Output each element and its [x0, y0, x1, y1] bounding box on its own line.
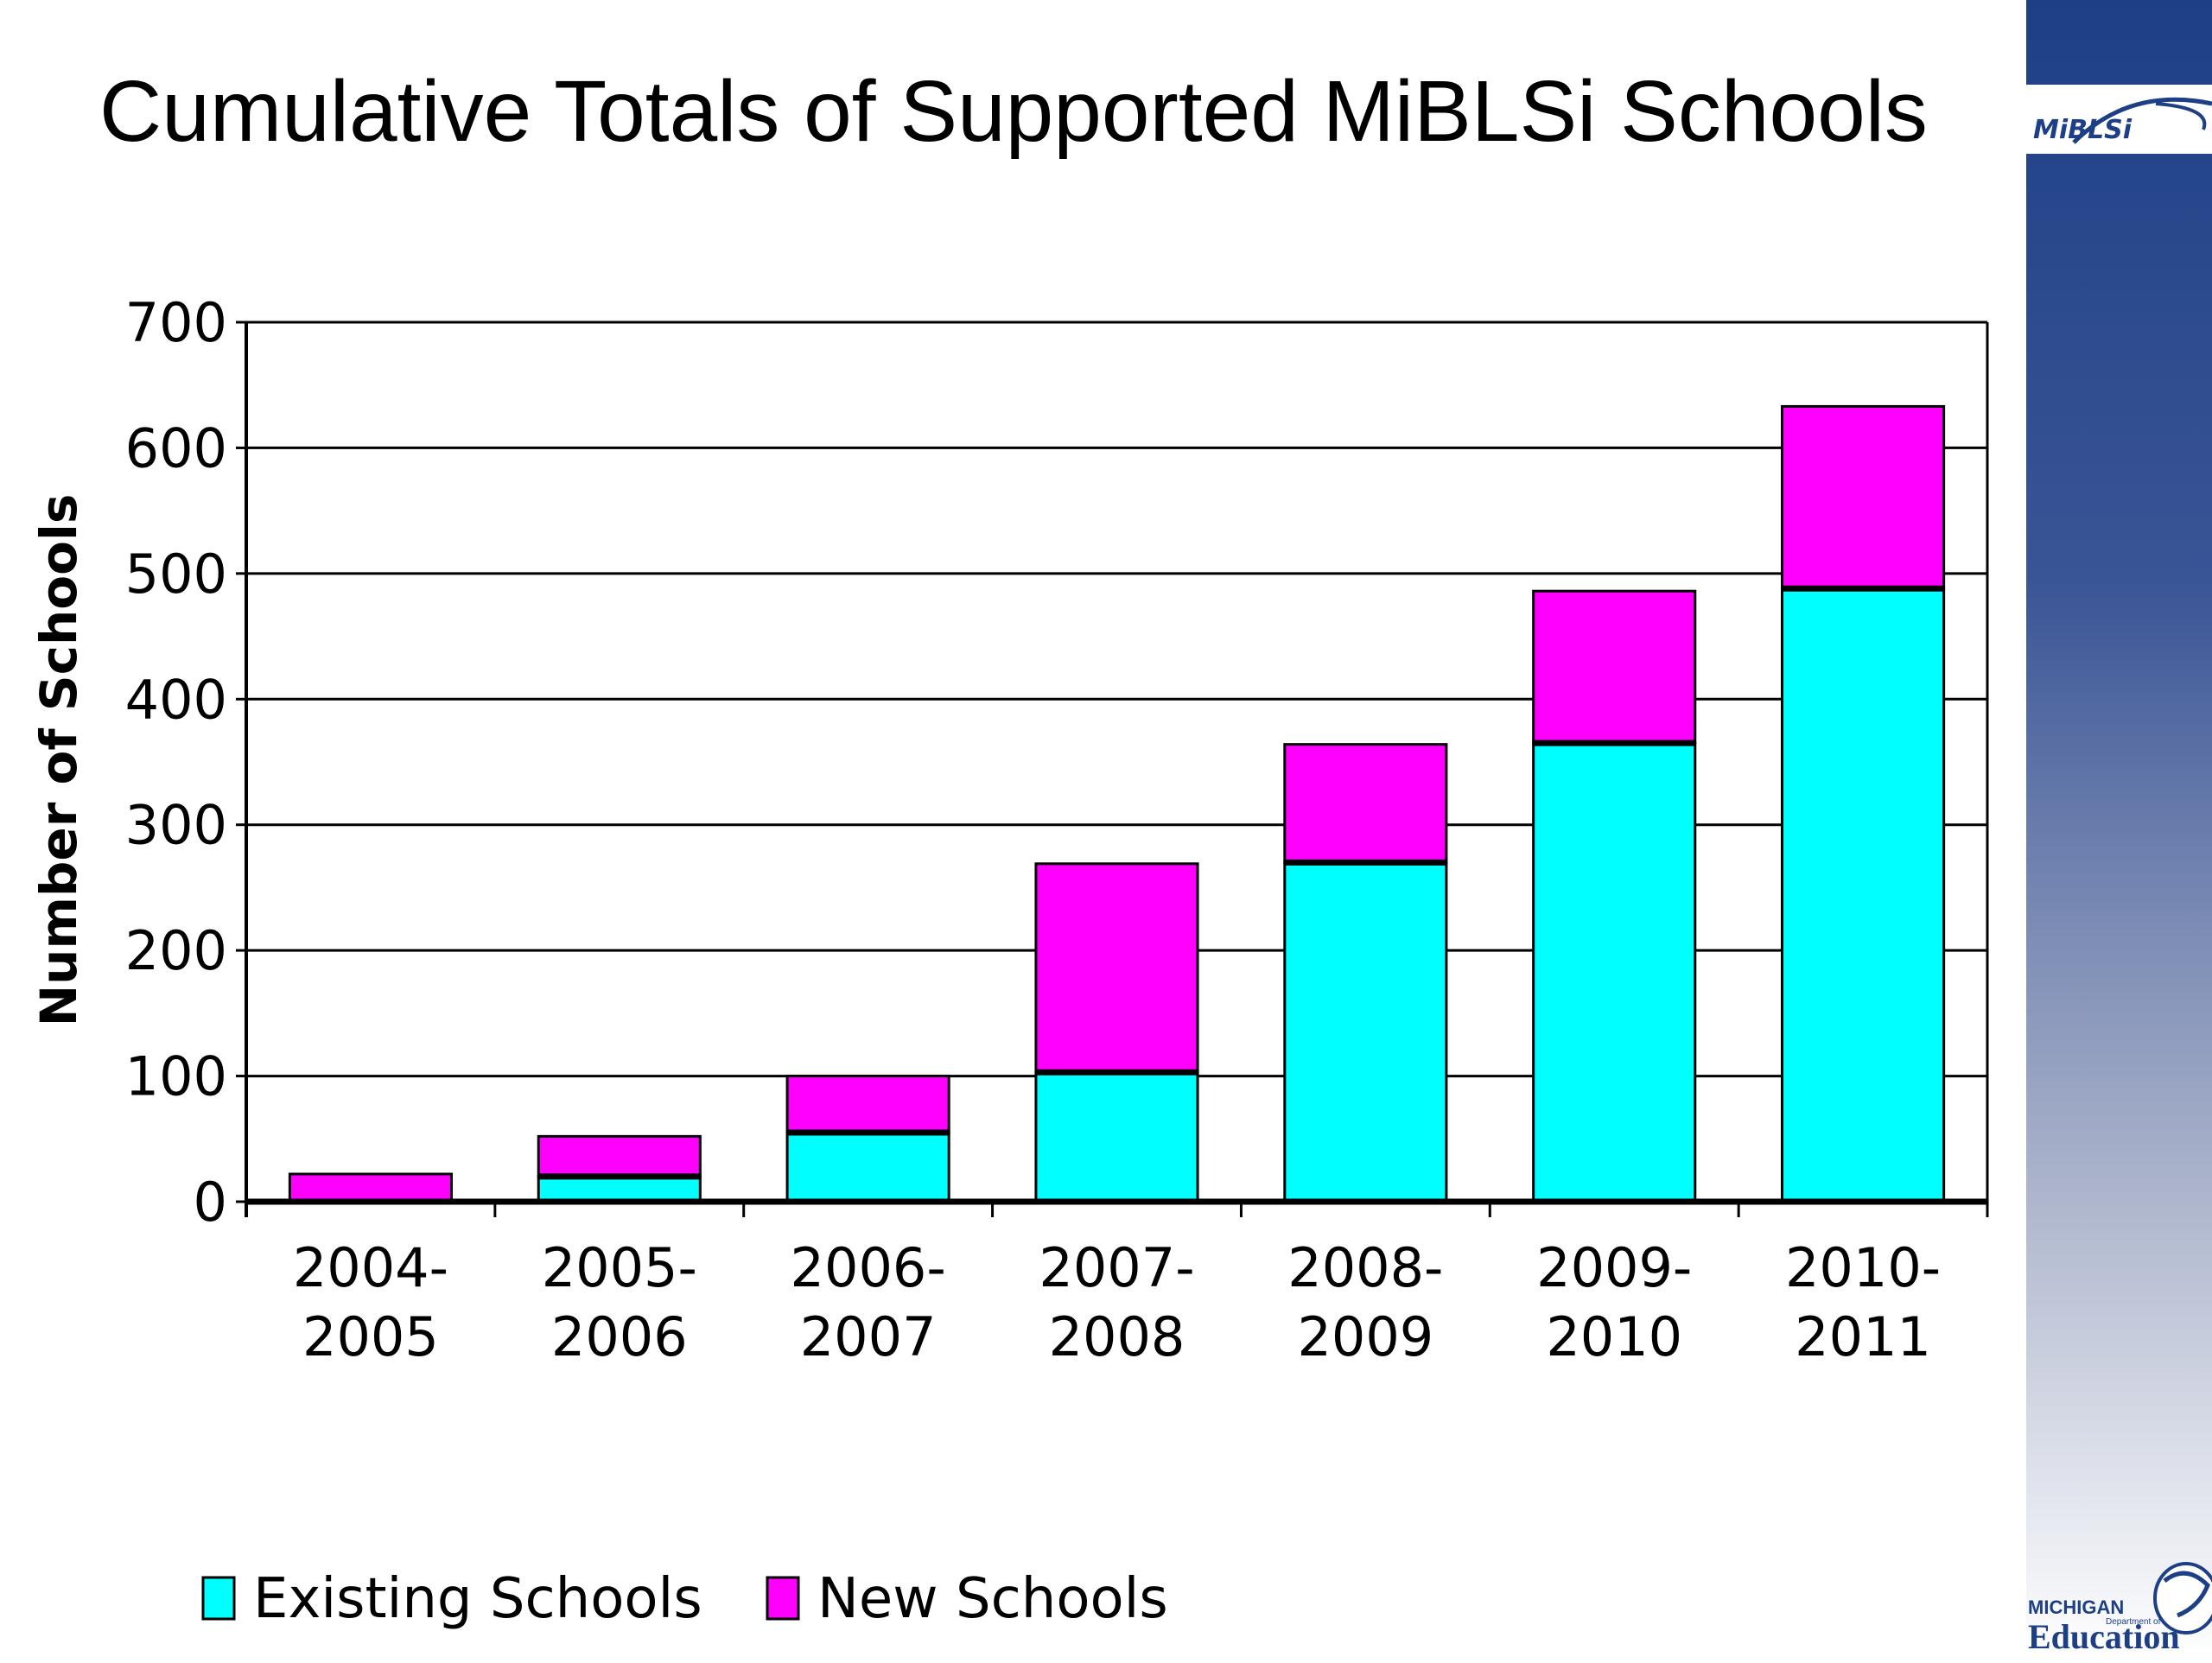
- mde-logo-line3: Education: [2028, 1617, 2180, 1656]
- category-labels: 2004-2005 2005-2006 2006-2007 2007-2008 2008…: [293, 1236, 1941, 1368]
- ticks-layer: 0 100 200 300 400 500 600 700: [125, 291, 246, 1234]
- miblsi-logo: MiBLSi: [2033, 97, 2212, 145]
- bar-existing-4: [1283, 860, 1448, 1203]
- bar-existing-6: [1781, 587, 1946, 1203]
- bar-new-6: [1781, 404, 1946, 590]
- bar-new-0: [288, 1172, 453, 1203]
- x-tick-label: 2010-2011: [1785, 1236, 1941, 1368]
- x-tick-label: 2005-2006: [542, 1236, 697, 1368]
- y-tick-label: 700: [125, 291, 227, 354]
- bar-existing-3: [1034, 1070, 1199, 1203]
- bar-existing-5: [1532, 741, 1697, 1203]
- mde-logo: MICHIGAN Department of Education: [2028, 1562, 2212, 1656]
- legend-swatch-new: [766, 1576, 800, 1621]
- side-panel: MiBLSi MICHIGAN Department of Education: [2026, 0, 2212, 1659]
- legend-label-existing: Existing Schools: [253, 1567, 702, 1631]
- y-tick-label: 0: [194, 1171, 227, 1234]
- stacked-bar-chart: 0 100 200 300 400 500 600 700 2004-2005 2005-200…: [29, 291, 1989, 1631]
- bar-existing-2: [785, 1131, 950, 1203]
- x-tick-label: 2008-2009: [1287, 1236, 1443, 1368]
- x-tick-label: 2006-2007: [791, 1236, 946, 1368]
- legend: Existing Schools New Schools: [201, 1567, 1168, 1631]
- mde-logo-line2: Department of: [2106, 1617, 2161, 1627]
- bar-new-5: [1532, 589, 1697, 745]
- side-panel-art: MiBLSi MICHIGAN Department of Education: [2026, 85, 2212, 1656]
- x-tick-label: 2004-2005: [293, 1236, 448, 1368]
- x-tick-label: 2009-2010: [1536, 1236, 1692, 1368]
- y-tick-label: 600: [125, 416, 227, 479]
- bar-new-3: [1034, 862, 1199, 1074]
- y-axis-title: Number of Schools: [29, 494, 88, 1027]
- y-tick-label: 100: [125, 1045, 227, 1108]
- y-tick-label: 500: [125, 543, 227, 606]
- slide-title: Cumulative Totals of Supported MiBLSi Sc…: [99, 63, 1928, 160]
- bar-new-4: [1283, 743, 1448, 864]
- logo-band: [2026, 85, 2212, 154]
- axes-layer: [245, 322, 1989, 1217]
- y-tick-label: 400: [125, 668, 227, 731]
- bar-new-1: [537, 1134, 702, 1178]
- bar-existing-1: [537, 1175, 702, 1203]
- miblsi-logo-text: MiBLSi: [2033, 115, 2133, 145]
- x-tick-label: 2007-2008: [1039, 1236, 1194, 1368]
- mde-logo-line1: MICHIGAN: [2028, 1596, 2124, 1618]
- legend-label-new: New Schools: [817, 1567, 1168, 1631]
- y-tick-label: 200: [125, 919, 227, 982]
- bar-new-2: [785, 1075, 950, 1134]
- y-tick-label: 300: [125, 794, 227, 857]
- legend-swatch-existing: [201, 1576, 236, 1621]
- bars-layer: [288, 404, 1946, 1203]
